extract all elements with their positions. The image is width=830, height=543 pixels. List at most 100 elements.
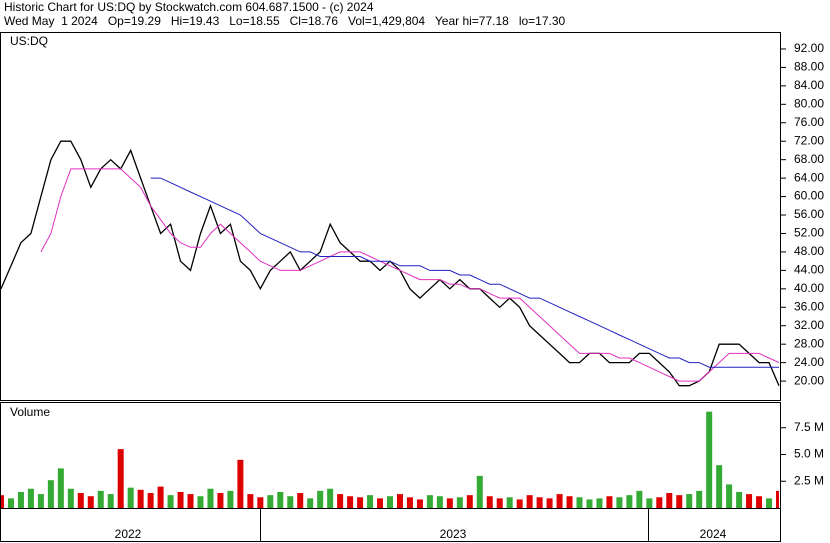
volume-bar: [536, 497, 543, 508]
volume-bar: [596, 498, 603, 508]
volume-bar: [476, 475, 483, 508]
volume-bar: [127, 487, 134, 508]
volume-bar: [137, 489, 144, 508]
volume-bar: [586, 499, 593, 508]
volume-bar: [406, 497, 413, 508]
y-tick-label: 44.00: [794, 263, 824, 277]
volume-bar: [157, 486, 164, 508]
volume-bar: [546, 498, 553, 508]
volume-bar: [446, 498, 453, 508]
time-axis: [0, 508, 781, 542]
y-tick-label: 88.00: [794, 60, 824, 74]
volume-bar: [416, 499, 423, 508]
volume-bar: [17, 491, 24, 508]
volume-bar: [307, 498, 314, 508]
volume-bar: [257, 497, 264, 508]
volume-bar: [357, 497, 364, 508]
quote-line: Wed May 1 2024 Op=19.29 Hi=19.43 Lo=18.5…: [4, 14, 566, 28]
volume-bar: [277, 491, 284, 508]
volume-bar: [297, 493, 304, 508]
volume-bar: [77, 493, 84, 508]
volume-bar: [636, 490, 643, 508]
volume-bar: [516, 499, 523, 508]
y-tick-label: 40.00: [794, 281, 824, 295]
volume-bar: [207, 488, 214, 508]
chart-title: Historic Chart for US:DQ by Stockwatch.c…: [4, 0, 374, 14]
volume-bar: [337, 494, 344, 508]
volume-bar: [7, 498, 14, 508]
volume-bar: [47, 480, 54, 508]
volume-bar: [556, 494, 563, 508]
volume-bar: [317, 490, 324, 508]
volume-bar: [496, 498, 503, 508]
y-tick-label: 64.00: [794, 170, 824, 184]
volume-bar: [736, 491, 743, 508]
volume-bar: [396, 494, 403, 508]
price-line: [40, 168, 780, 382]
volume-bar: [147, 493, 154, 508]
volume-bar: [387, 496, 393, 508]
y-tick-label: 76.00: [794, 115, 824, 129]
volume-bar: [616, 497, 623, 508]
price-line: [150, 177, 779, 368]
volume-bar: [57, 468, 64, 508]
year-label: 2022: [115, 527, 142, 541]
year-label: 2023: [440, 527, 467, 541]
volume-bar: [686, 494, 693, 508]
volume-bar: [646, 498, 653, 508]
volume-bar: [377, 498, 384, 508]
y-tick-label: 36.00: [794, 299, 824, 313]
volume-bar: [526, 495, 533, 508]
volume-bar: [656, 497, 663, 508]
volume-bar: [87, 496, 94, 508]
volume-bar: [486, 496, 493, 508]
volume-bar: [726, 484, 733, 508]
volume-bar: [466, 495, 473, 508]
volume-bar: [327, 488, 334, 508]
volume-bar: [217, 493, 224, 508]
y-tick-label: 68.00: [794, 152, 824, 166]
volume-bar: [456, 497, 463, 508]
volume-bar: [367, 495, 374, 508]
y-tick-label: 84.00: [794, 78, 824, 92]
volume-bar: [626, 495, 633, 508]
y-tick-label: 20.00: [794, 373, 824, 387]
volume-bar: [237, 459, 244, 508]
volume-bar: [676, 495, 683, 508]
y-tick-label: 5.0 M: [794, 447, 824, 461]
volume-bar: [756, 496, 763, 508]
volume-label: Volume: [10, 405, 50, 419]
volume-bar: [67, 488, 74, 508]
volume-bar: [1, 495, 4, 508]
volume-bar: [706, 411, 713, 508]
volume-bar: [167, 495, 174, 508]
y-tick-label: 72.00: [794, 133, 824, 147]
volume-bar: [187, 494, 194, 508]
volume-bar: [696, 490, 703, 508]
y-tick-label: 56.00: [794, 207, 824, 221]
volume-bar: [347, 496, 354, 508]
symbol-label: US:DQ: [10, 34, 48, 48]
volume-bar: [766, 498, 773, 508]
y-tick-label: 28.00: [794, 336, 824, 350]
y-tick-label: 32.00: [794, 318, 824, 332]
y-tick-label: 52.00: [794, 226, 824, 240]
volume-bar: [37, 494, 44, 508]
volume-bar: [426, 495, 433, 508]
price-panel: [0, 32, 781, 401]
volume-bar: [716, 465, 723, 508]
volume-bar: [606, 496, 613, 508]
volume-bar: [666, 493, 673, 508]
volume-bar: [97, 490, 104, 508]
volume-bar: [287, 496, 294, 508]
volume-bar: [27, 488, 34, 508]
y-tick-label: 2.5 M: [794, 473, 824, 487]
volume-bar: [197, 496, 204, 508]
y-tick-label: 48.00: [794, 244, 824, 258]
volume-bar: [746, 494, 753, 508]
volume-bar: [776, 490, 779, 508]
volume-bar: [267, 495, 274, 508]
volume-bar: [117, 449, 124, 508]
